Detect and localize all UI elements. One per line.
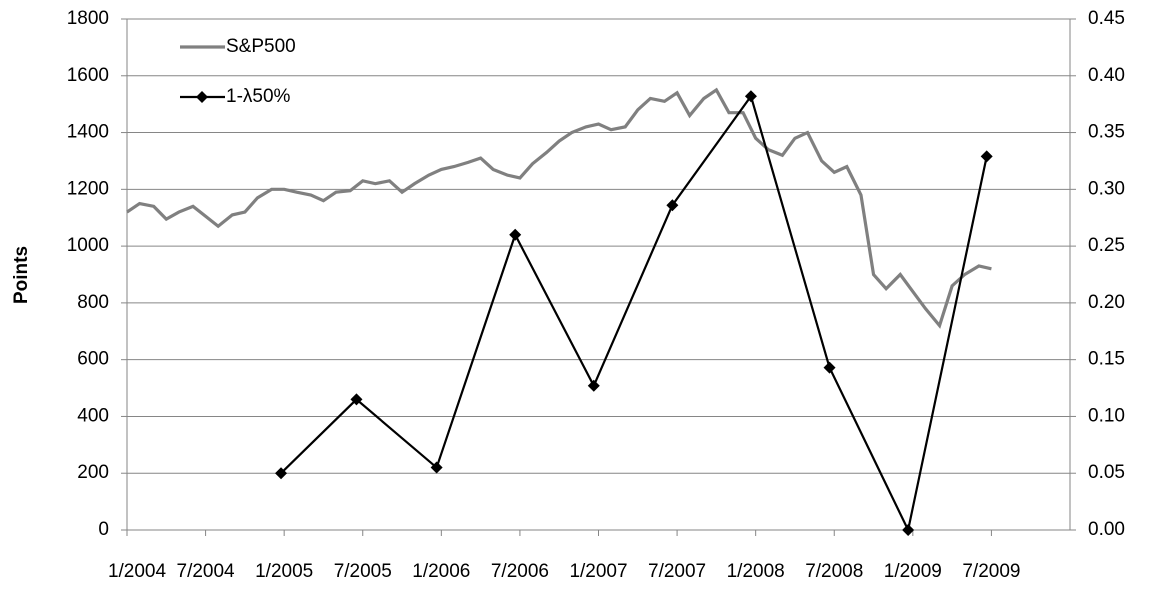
y2-tick-label: 0.00: [1088, 519, 1125, 540]
y-tick-label: 200: [77, 462, 109, 483]
y-tick-label: 400: [77, 405, 109, 426]
x-tick-label: 7/2009: [962, 561, 1020, 582]
y-axis-label: Points: [11, 246, 32, 304]
data-point: [902, 524, 915, 536]
x-tick-label: 7/2004: [177, 561, 236, 582]
x-tick-label: 1/2004: [108, 561, 167, 582]
legend-label: S&P500: [226, 36, 296, 57]
x-tick-label: 1/2007: [569, 561, 627, 582]
legend-label: 1-λ50%: [226, 86, 291, 107]
x-tick-label: 1/2009: [884, 561, 942, 582]
y2-tick-label: 0.10: [1088, 405, 1125, 426]
data-point: [275, 467, 288, 480]
data-point: [430, 461, 443, 474]
x-tick-label: 7/2005: [334, 561, 392, 582]
y2-tick-label: 0.40: [1088, 65, 1125, 86]
y-tick-label: 800: [77, 292, 109, 313]
data-point: [666, 199, 679, 212]
y-tick-label: 1000: [67, 235, 109, 256]
y2-tick-label: 0.25: [1088, 235, 1125, 256]
y2-tick-label: 0.45: [1088, 8, 1125, 29]
y2-tick-label: 0.05: [1088, 462, 1125, 483]
y2-tick-label: 0.20: [1088, 292, 1125, 313]
y-tick-label: 1600: [67, 65, 109, 86]
series-line: [280, 93, 988, 534]
y2-tick-label: 0.35: [1088, 122, 1125, 143]
data-point: [823, 361, 836, 374]
x-tick-label: 1/2006: [412, 561, 470, 582]
data-point: [744, 90, 757, 103]
x-tick-label: 7/2006: [491, 561, 549, 582]
series-line: [126, 87, 992, 329]
x-tick-label: 7/2007: [648, 561, 706, 582]
y-tick-label: 1200: [67, 178, 109, 199]
data-point: [587, 379, 600, 392]
data-point: [509, 228, 522, 241]
y-tick-label: 600: [77, 349, 109, 370]
y-tick-label: 1400: [67, 122, 109, 143]
data-point: [350, 393, 363, 406]
y2-tick-label: 0.15: [1088, 349, 1125, 370]
y-tick-label: 0: [98, 519, 109, 540]
x-tick-label: 1/2005: [255, 561, 313, 582]
y2-tick-label: 0.30: [1088, 178, 1125, 199]
legend-marker: [196, 91, 208, 103]
x-tick-label: 7/2008: [805, 561, 863, 582]
x-tick-label: 1/2008: [727, 561, 785, 582]
y-tick-label: 1800: [67, 8, 109, 29]
data-point: [980, 150, 993, 163]
